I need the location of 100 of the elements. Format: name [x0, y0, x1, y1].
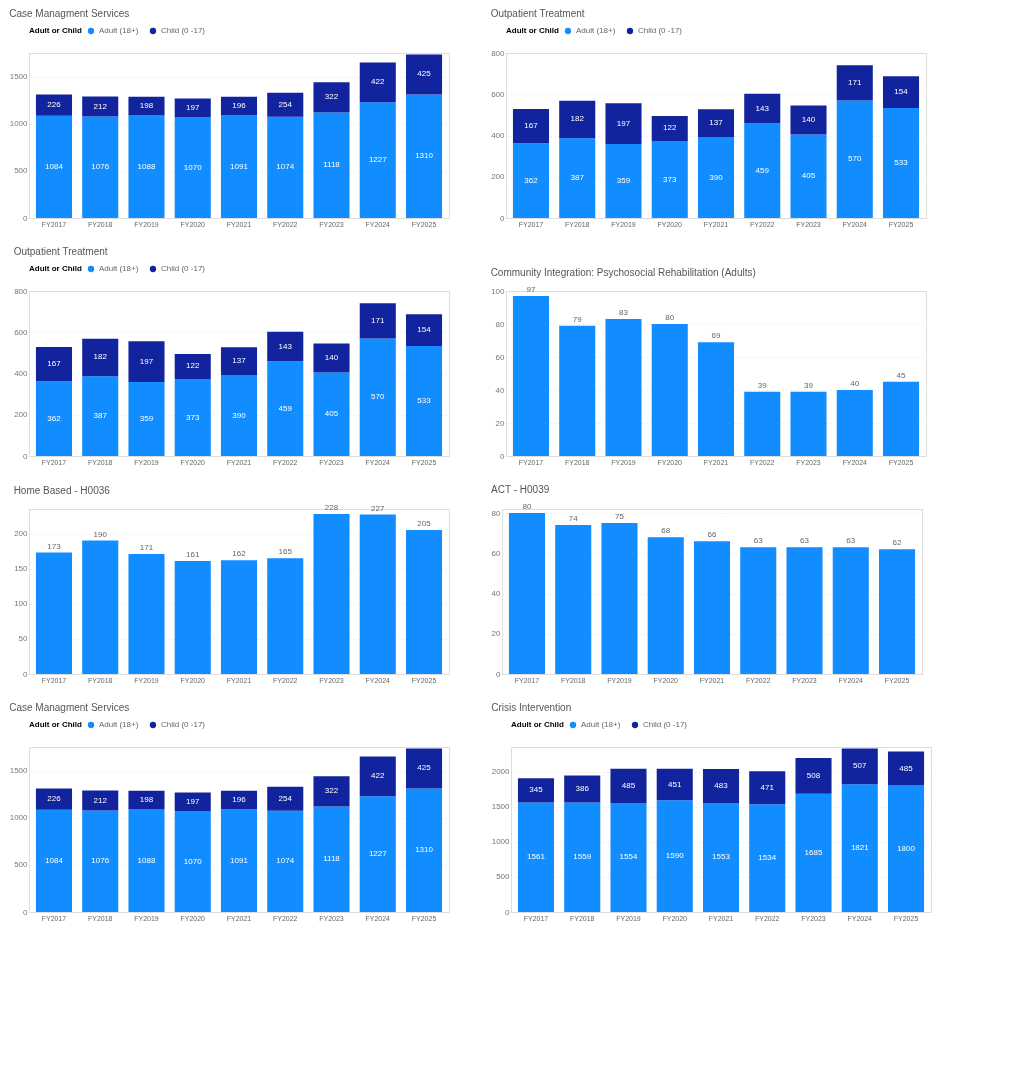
- y-tick-label: 800: [491, 48, 506, 58]
- bar: [267, 92, 304, 117]
- bar: [220, 375, 258, 456]
- bar: [559, 325, 596, 456]
- data-label: 322: [324, 92, 339, 102]
- data-label: 1084: [45, 161, 64, 171]
- bar: [313, 806, 350, 912]
- data-label: 122: [663, 123, 677, 133]
- y-tick-label: 150: [14, 564, 29, 574]
- y-tick-label: 400: [491, 131, 506, 140]
- bar: [174, 379, 211, 456]
- bar: [82, 790, 119, 811]
- bar: [610, 768, 647, 803]
- data-label: 228: [324, 502, 339, 512]
- legend-title: Adult or Child: [506, 26, 559, 35]
- bar: [313, 513, 350, 674]
- y-tick-label: 1500: [491, 802, 511, 812]
- legend-label: Child (0 -17): [638, 26, 683, 35]
- data-label: 471: [760, 782, 775, 792]
- bar: [220, 560, 258, 674]
- data-label: 167: [524, 121, 539, 131]
- data-label: 212: [93, 795, 108, 805]
- bar: [610, 802, 647, 912]
- data-label: 1088: [137, 161, 156, 171]
- bar: [702, 802, 740, 912]
- y-tick-label: 40: [495, 385, 506, 395]
- y-tick-label: 0: [23, 669, 29, 679]
- bar: [82, 96, 119, 117]
- y-tick-label: 0: [23, 451, 29, 461]
- data-label: 507: [853, 761, 867, 771]
- bar: [786, 547, 823, 674]
- data-label: 1118: [323, 160, 341, 170]
- legend-title: Adult or Child: [29, 26, 82, 35]
- data-label: 387: [570, 173, 585, 183]
- chart-title: Crisis Intervention: [491, 702, 572, 713]
- data-label: 173: [47, 541, 62, 551]
- y-tick-label: 0: [23, 907, 29, 917]
- data-label: 254: [278, 99, 293, 109]
- chart-title: ACT - H0039: [491, 484, 550, 496]
- y-tick-label: 1500: [9, 72, 29, 82]
- data-label: 197: [616, 118, 631, 128]
- data-label: 362: [47, 413, 62, 423]
- bar: [82, 376, 119, 456]
- chart-title: Outpatient Treatment: [490, 8, 585, 19]
- y-tick-label: 1500: [9, 766, 29, 776]
- data-label: 167: [47, 359, 62, 369]
- legend-title: Adult or Child: [29, 720, 82, 729]
- bar: [512, 295, 550, 456]
- data-label: 1074: [276, 856, 295, 866]
- bar: [605, 319, 642, 456]
- bar: [508, 513, 546, 674]
- bar: [841, 748, 878, 785]
- bar: [359, 756, 396, 797]
- data-label: 451: [668, 779, 682, 789]
- bar: [359, 303, 396, 339]
- bar: [559, 100, 596, 139]
- bar: [832, 547, 869, 674]
- bar: [405, 94, 443, 218]
- bar: [656, 768, 693, 801]
- data-label: 198: [139, 101, 154, 111]
- bar: [313, 112, 350, 218]
- y-tick-label: 0: [500, 213, 506, 223]
- chart-title: Outpatient Treatment: [13, 246, 108, 257]
- bar: [128, 790, 165, 810]
- data-label: 405: [801, 171, 816, 181]
- bar: [651, 115, 688, 142]
- bar: [267, 810, 304, 912]
- data-label: 1227: [368, 849, 388, 859]
- bar: [128, 341, 165, 382]
- legend-title: Adult or Child: [29, 264, 82, 273]
- bar: [878, 549, 916, 674]
- data-label: 1559: [573, 852, 592, 862]
- data-label: 140: [801, 115, 816, 125]
- y-tick-label: 2000: [491, 767, 511, 777]
- bar: [702, 769, 740, 803]
- data-label: 1070: [183, 856, 203, 866]
- data-label: 322: [324, 786, 339, 796]
- data-label: 83: [619, 308, 629, 318]
- bar: [359, 102, 396, 218]
- data-label: 196: [232, 794, 247, 804]
- data-label: 422: [371, 77, 385, 87]
- bar: [749, 804, 786, 912]
- data-label: 359: [616, 175, 631, 185]
- bar: [35, 381, 73, 456]
- data-label: 154: [894, 87, 909, 97]
- data-label: 390: [709, 172, 724, 182]
- y-tick-label: 100: [491, 286, 506, 296]
- bar: [656, 800, 693, 912]
- data-label: 68: [661, 526, 671, 536]
- bar: [82, 116, 119, 218]
- bar: [267, 558, 304, 674]
- data-label: 75: [615, 512, 625, 522]
- data-label: 162: [232, 549, 247, 559]
- bar: [795, 793, 832, 912]
- data-label: 196: [232, 100, 247, 110]
- bar: [220, 809, 258, 912]
- bar: [564, 802, 601, 912]
- bar: [35, 552, 73, 674]
- data-label: 80: [665, 313, 675, 322]
- y-tick-label: 40: [491, 589, 502, 599]
